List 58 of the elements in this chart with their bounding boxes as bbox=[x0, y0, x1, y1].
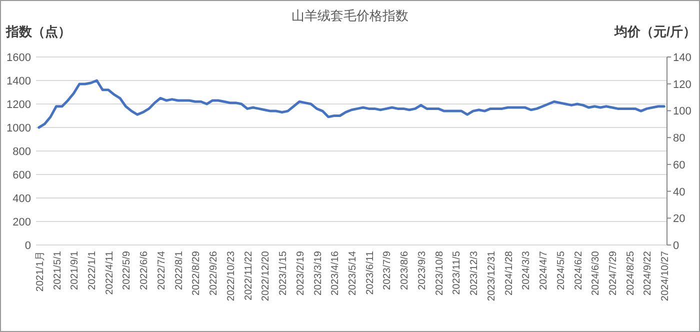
x-tick-label: 2022/4/11 bbox=[104, 250, 116, 295]
x-tick-label: 2024/3/3 bbox=[521, 250, 532, 290]
x-tick-label: 2021/9/1 bbox=[70, 250, 81, 290]
y2-axis-title: 均价（元/斤） bbox=[613, 24, 696, 39]
x-tick-label: 2023/6/11 bbox=[364, 250, 376, 295]
x-tick-label: 2022/5/9 bbox=[122, 250, 133, 290]
x-tick-label: 2022/8/1 bbox=[174, 250, 185, 290]
x-tick-label: 2022/6/6 bbox=[139, 250, 150, 290]
x-tick-label: 2024/7/29 bbox=[608, 250, 620, 296]
y-tick-label: 0 bbox=[24, 240, 31, 252]
y2-tick-label: 140 bbox=[673, 52, 692, 64]
x-tick-label: 2022/7/4 bbox=[156, 250, 168, 290]
x-tick-label: 2024/5/5 bbox=[556, 250, 567, 290]
x-tick-label: 2023/12/31 bbox=[486, 250, 498, 302]
x-tick-label: 2024/1/28 bbox=[504, 250, 515, 296]
x-tick-label: 2022/11/22 bbox=[243, 250, 254, 300]
x-tick-label: 2023/4/16 bbox=[330, 250, 342, 296]
y2-tick-label: 60 bbox=[673, 159, 686, 172]
x-tick-label: 2021/1月 bbox=[34, 251, 46, 292]
x-tick-label: 2023/8/6 bbox=[400, 250, 411, 290]
x-tick-label: 2023/11/5 bbox=[452, 250, 463, 295]
x-tick-label: 2024/4/7 bbox=[538, 250, 550, 290]
y2-tick-label: 120 bbox=[673, 78, 692, 91]
chart-title: 山羊绒套毛价格指数 bbox=[292, 8, 408, 23]
y-tick-label: 600 bbox=[12, 170, 31, 182]
y-tick-label: 800 bbox=[12, 146, 31, 158]
x-tick-label: 2022/8/29 bbox=[191, 250, 202, 296]
x-tick-label: 2024/8/25 bbox=[625, 250, 636, 296]
x-tick-label: 2023/5/14 bbox=[348, 250, 358, 296]
x-tick-label: 2023/10/8 bbox=[434, 250, 446, 296]
y-tick-label: 1400 bbox=[6, 76, 31, 88]
y-axis-title: 指数（点） bbox=[5, 24, 71, 39]
y-tick-label: 1000 bbox=[6, 122, 31, 134]
x-tick-label: 2023/7/9 bbox=[382, 250, 394, 290]
x-tick-label: 2023/1/15 bbox=[278, 250, 290, 296]
y2-tick-label: 80 bbox=[673, 132, 686, 145]
x-tick-label: 2023/9/3 bbox=[416, 250, 428, 290]
x-tick-label: 2024/9/22 bbox=[642, 250, 654, 296]
x-tick-label: 2021/5/1 bbox=[52, 250, 64, 290]
x-tick-label: 2023/12/3 bbox=[469, 250, 480, 296]
y-tick-label: 400 bbox=[12, 193, 31, 205]
y2-tick-label: 40 bbox=[673, 186, 686, 198]
y-tick-label: 1600 bbox=[6, 52, 31, 64]
y-tick-label: 1200 bbox=[6, 99, 31, 111]
y2-tick-label: 0 bbox=[673, 240, 680, 252]
x-tick-label: 2022/1/1 bbox=[86, 250, 98, 290]
y-tick-label: 200 bbox=[12, 216, 31, 228]
x-tick-label: 2023/3/19 bbox=[312, 250, 324, 296]
x-tick-label: 2022/12/20 bbox=[260, 250, 272, 302]
x-tick-label: 2023/2/19 bbox=[295, 250, 306, 296]
x-tick-label: 2024/6/30 bbox=[590, 250, 602, 296]
x-tick-label: 2024/10/27 bbox=[660, 250, 672, 302]
x-tick-label: 2024/6/2 bbox=[573, 250, 584, 290]
line-series bbox=[38, 79, 666, 129]
x-tick-label: 2022/9/26 bbox=[208, 250, 220, 296]
y2-tick-label: 20 bbox=[673, 213, 686, 226]
x-tick-label: 2022/10/23 bbox=[226, 250, 237, 302]
y2-tick-label: 100 bbox=[673, 106, 692, 118]
